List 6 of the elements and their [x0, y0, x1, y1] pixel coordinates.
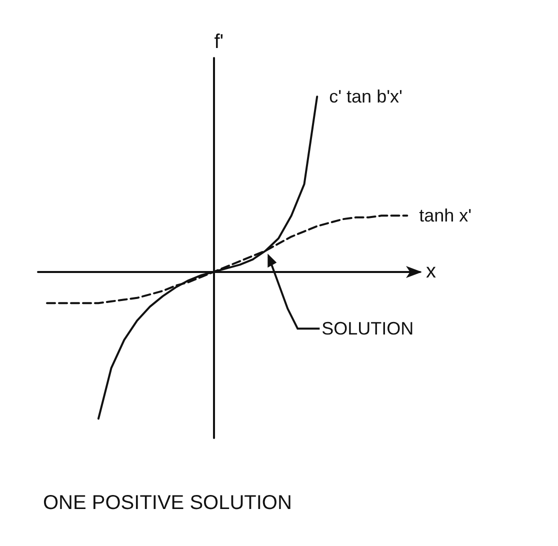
series-label: tanh x' [419, 206, 472, 226]
series-label: c' tan b'x' [329, 86, 402, 107]
y-axis-title: f' [214, 31, 224, 53]
x-axis-title: x [426, 260, 436, 283]
text: ONE POSITIVE SOLUTION [43, 492, 292, 514]
annotation: SOLUTION [322, 318, 414, 339]
